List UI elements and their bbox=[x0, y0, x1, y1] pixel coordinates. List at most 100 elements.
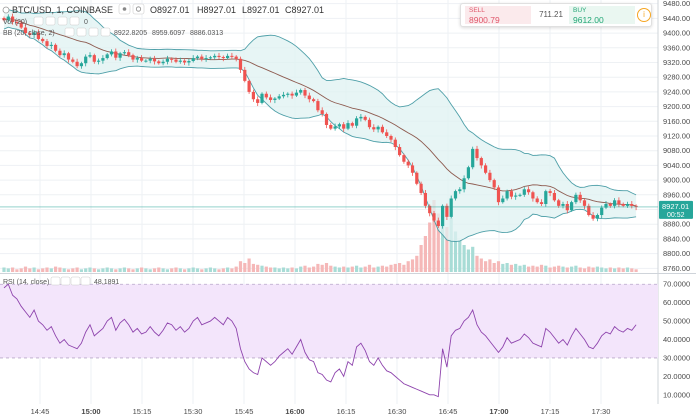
volume-bar bbox=[2, 267, 6, 272]
candle-body bbox=[600, 207, 604, 216]
volume-bar bbox=[604, 268, 608, 272]
volume-bar bbox=[591, 267, 595, 272]
volume-bar bbox=[109, 268, 114, 272]
time-tick-label: 15:30 bbox=[184, 407, 203, 416]
volume-bar bbox=[213, 268, 217, 272]
candle-body bbox=[557, 200, 561, 206]
volume-bar bbox=[484, 261, 488, 272]
last-price-badge bbox=[659, 200, 693, 219]
volume-bar bbox=[320, 264, 324, 272]
candle-body bbox=[269, 97, 273, 100]
legend-header: BTC/USD, 1, COINBASE O8927.01 H8927.01 L… bbox=[2, 3, 324, 286]
axes: 9480.00 9440.00 9400.00 9360.00 9320.00 9280.… bbox=[31, 0, 691, 416]
candle-body bbox=[428, 205, 432, 214]
bb-settings-icon[interactable] bbox=[76, 27, 87, 37]
price-tick-label: 8840.00 bbox=[663, 234, 690, 243]
volume-bar bbox=[458, 240, 462, 272]
price-tick-label: 9240.00 bbox=[663, 87, 690, 96]
candle-body bbox=[518, 194, 522, 196]
volume-bar bbox=[11, 267, 15, 272]
rsi-settings-icon[interactable] bbox=[60, 276, 71, 286]
candle-body bbox=[531, 192, 535, 199]
rsi-eye-icon[interactable] bbox=[50, 276, 61, 286]
candle-body bbox=[307, 95, 311, 100]
volume-bar bbox=[385, 266, 389, 272]
rsi-line bbox=[3, 283, 637, 398]
volume-eye-icon[interactable] bbox=[33, 16, 44, 26]
candle-body bbox=[290, 93, 294, 96]
candle-body bbox=[36, 32, 40, 39]
candle-body bbox=[19, 22, 23, 28]
candle-body bbox=[2, 18, 6, 21]
collapse-icon[interactable] bbox=[2, 6, 10, 14]
volume-bar bbox=[114, 269, 118, 272]
candle-body bbox=[191, 58, 195, 62]
candle-body bbox=[79, 63, 83, 67]
rsi-label: RSI (14, close) bbox=[3, 279, 49, 286]
candle-body bbox=[527, 189, 531, 193]
volume-bar bbox=[337, 267, 341, 272]
candle-body bbox=[217, 55, 221, 57]
volume-bar bbox=[71, 268, 75, 272]
volume-bar bbox=[329, 265, 333, 272]
bb-eye-icon[interactable] bbox=[64, 27, 75, 37]
candle-body bbox=[389, 136, 393, 140]
candle-body bbox=[625, 204, 630, 206]
volume-bar bbox=[587, 266, 591, 272]
volume-bar bbox=[251, 263, 255, 272]
buy-button[interactable]: BUY 9612.00 bbox=[569, 6, 635, 25]
price-tick-label: 8960.00 bbox=[663, 190, 690, 199]
volume-bar bbox=[161, 268, 165, 272]
candle-body bbox=[604, 204, 608, 208]
countdown-label: 00:52 bbox=[667, 212, 685, 219]
candle-body bbox=[277, 96, 281, 99]
volume-bar bbox=[372, 267, 376, 272]
volume-bar bbox=[79, 269, 83, 272]
rsi-more-icon[interactable] bbox=[80, 276, 91, 286]
bb-more-icon[interactable] bbox=[100, 27, 111, 37]
candle-body bbox=[501, 198, 505, 203]
rsi-tick-label: 30.0000 bbox=[663, 353, 690, 362]
volume-bar bbox=[380, 265, 384, 272]
candle-body bbox=[135, 58, 139, 60]
rsi-tick-label: 20.0000 bbox=[663, 372, 690, 381]
volume-bar bbox=[574, 265, 578, 272]
rsi-close-icon[interactable] bbox=[70, 276, 81, 286]
candle-body bbox=[178, 60, 182, 62]
settings-icon[interactable] bbox=[132, 3, 145, 15]
rsi-band bbox=[0, 284, 658, 358]
volume-bar bbox=[105, 267, 109, 272]
bb-basis-line bbox=[3, 17, 637, 207]
bb-label: BB (20, close, 2) bbox=[3, 30, 55, 37]
candle-body bbox=[230, 55, 234, 57]
candle-body bbox=[114, 51, 118, 58]
volume-bar bbox=[565, 267, 569, 272]
volume-bar bbox=[234, 266, 238, 272]
bb-close-icon[interactable] bbox=[88, 27, 99, 37]
volume-bar bbox=[617, 267, 621, 272]
candle-body bbox=[419, 183, 423, 193]
spread-value: 711.21 bbox=[539, 10, 563, 19]
candle-body bbox=[342, 124, 346, 129]
eye-icon[interactable] bbox=[118, 3, 131, 15]
candle-body bbox=[552, 192, 556, 201]
volume-close-icon[interactable] bbox=[57, 16, 68, 26]
info-icon[interactable]: i bbox=[637, 8, 651, 22]
candle-body bbox=[505, 191, 509, 199]
volume-bar bbox=[570, 266, 574, 272]
volume-settings-icon[interactable] bbox=[45, 16, 56, 26]
volume-bar bbox=[256, 264, 260, 272]
candle-body bbox=[127, 52, 131, 56]
volume-bar bbox=[479, 258, 483, 272]
price-tick-label: 9080.00 bbox=[663, 146, 690, 155]
candle-body bbox=[509, 191, 513, 197]
sell-button[interactable]: SELL 8900.79 bbox=[465, 6, 531, 25]
candle-body bbox=[187, 61, 191, 63]
candle-body bbox=[548, 191, 552, 193]
candle-body bbox=[514, 195, 518, 197]
volume-bar bbox=[346, 267, 350, 272]
candle-body bbox=[49, 44, 53, 46]
volume-more-icon[interactable] bbox=[69, 16, 80, 26]
